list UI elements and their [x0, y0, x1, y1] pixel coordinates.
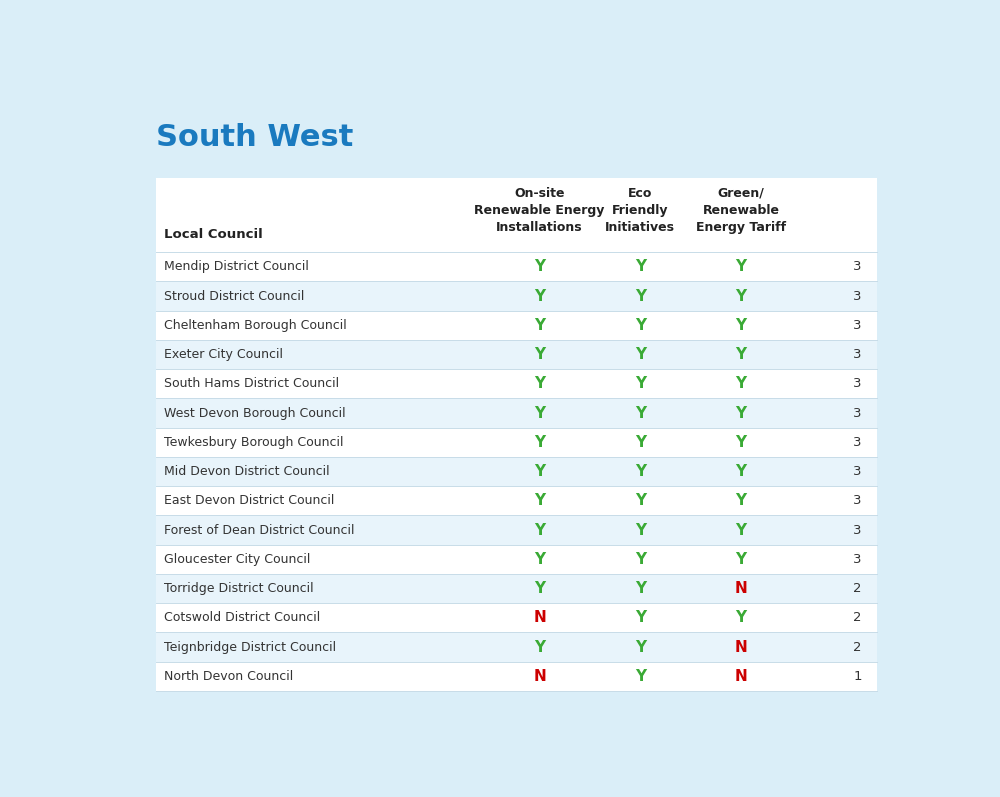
- Text: Y: Y: [736, 523, 747, 537]
- Text: 3: 3: [853, 289, 862, 303]
- Text: Y: Y: [736, 347, 747, 362]
- Text: 3: 3: [853, 348, 862, 361]
- Text: Gloucester City Council: Gloucester City Council: [164, 553, 310, 566]
- Text: Cotswold District Council: Cotswold District Council: [164, 611, 320, 624]
- Bar: [156, 516, 877, 544]
- Text: Teignbridge District Council: Teignbridge District Council: [164, 641, 336, 654]
- Text: 3: 3: [853, 406, 862, 419]
- Text: Y: Y: [635, 289, 646, 304]
- Text: On-site
Renewable Energy
Installations: On-site Renewable Energy Installations: [474, 187, 605, 234]
- Text: Mid Devon District Council: Mid Devon District Council: [164, 465, 329, 478]
- Text: Y: Y: [736, 493, 747, 508]
- Bar: [156, 369, 877, 398]
- Text: Y: Y: [635, 639, 646, 654]
- Text: West Devon Borough Council: West Devon Borough Council: [164, 406, 345, 419]
- Text: Y: Y: [635, 318, 646, 333]
- Text: Y: Y: [635, 376, 646, 391]
- Text: Torridge District Council: Torridge District Council: [164, 582, 313, 595]
- Text: Y: Y: [534, 552, 545, 567]
- Text: Y: Y: [736, 318, 747, 333]
- Text: 3: 3: [853, 377, 862, 391]
- Text: Y: Y: [635, 406, 646, 421]
- Text: Local Council: Local Council: [164, 228, 262, 241]
- Bar: [156, 603, 877, 632]
- Text: 3: 3: [853, 465, 862, 478]
- Bar: [156, 398, 877, 428]
- Bar: [156, 662, 877, 691]
- Text: 3: 3: [853, 524, 862, 536]
- Text: Y: Y: [736, 289, 747, 304]
- Text: Y: Y: [635, 611, 646, 626]
- Text: Stroud District Council: Stroud District Council: [164, 289, 304, 303]
- Bar: [156, 544, 877, 574]
- Text: 1: 1: [853, 669, 862, 683]
- Text: N: N: [735, 581, 748, 596]
- Text: Y: Y: [534, 639, 545, 654]
- Text: N: N: [735, 639, 748, 654]
- Text: South West: South West: [156, 124, 353, 152]
- Text: 3: 3: [853, 494, 862, 507]
- Text: Forest of Dean District Council: Forest of Dean District Council: [164, 524, 354, 536]
- Bar: [156, 632, 877, 662]
- Text: Tewkesbury Borough Council: Tewkesbury Borough Council: [164, 436, 343, 449]
- Text: Y: Y: [635, 493, 646, 508]
- Text: 2: 2: [853, 611, 862, 624]
- Text: South Hams District Council: South Hams District Council: [164, 377, 339, 391]
- Text: Green/
Renewable
Energy Tariff: Green/ Renewable Energy Tariff: [696, 187, 786, 234]
- Text: Y: Y: [534, 289, 545, 304]
- Text: 3: 3: [853, 553, 862, 566]
- Bar: [156, 179, 877, 691]
- Text: North Devon Council: North Devon Council: [164, 669, 293, 683]
- Text: Y: Y: [534, 318, 545, 333]
- Bar: [156, 252, 877, 281]
- Text: Y: Y: [534, 259, 545, 274]
- Text: N: N: [735, 669, 748, 684]
- Text: 3: 3: [853, 319, 862, 332]
- Text: Y: Y: [635, 347, 646, 362]
- Text: Y: Y: [635, 552, 646, 567]
- Text: Cheltenham Borough Council: Cheltenham Borough Council: [164, 319, 347, 332]
- Text: Y: Y: [534, 464, 545, 479]
- Text: Y: Y: [534, 581, 545, 596]
- Text: East Devon District Council: East Devon District Council: [164, 494, 334, 507]
- Text: Y: Y: [635, 259, 646, 274]
- Text: Y: Y: [534, 493, 545, 508]
- Text: N: N: [533, 669, 546, 684]
- Text: Y: Y: [635, 523, 646, 537]
- Text: Y: Y: [736, 435, 747, 450]
- Text: Y: Y: [635, 435, 646, 450]
- Text: Y: Y: [736, 464, 747, 479]
- Text: Eco
Friendly
Initiatives: Eco Friendly Initiatives: [605, 187, 675, 234]
- Text: Mendip District Council: Mendip District Council: [164, 261, 309, 273]
- Text: Y: Y: [635, 581, 646, 596]
- Text: Y: Y: [736, 406, 747, 421]
- Text: Y: Y: [736, 376, 747, 391]
- Text: 2: 2: [853, 641, 862, 654]
- Text: Y: Y: [736, 611, 747, 626]
- Text: Y: Y: [534, 523, 545, 537]
- Text: 3: 3: [853, 436, 862, 449]
- Text: Y: Y: [736, 259, 747, 274]
- Text: Y: Y: [534, 376, 545, 391]
- Bar: [156, 311, 877, 340]
- Text: Y: Y: [635, 669, 646, 684]
- Bar: [156, 486, 877, 516]
- Bar: [156, 428, 877, 457]
- Text: N: N: [533, 611, 546, 626]
- Text: 2: 2: [853, 582, 862, 595]
- Text: Y: Y: [736, 552, 747, 567]
- Bar: [156, 574, 877, 603]
- Bar: [156, 281, 877, 311]
- Text: Y: Y: [635, 464, 646, 479]
- Bar: [156, 340, 877, 369]
- Text: Exeter City Council: Exeter City Council: [164, 348, 283, 361]
- Text: Y: Y: [534, 347, 545, 362]
- Text: 3: 3: [853, 261, 862, 273]
- Text: Y: Y: [534, 406, 545, 421]
- Bar: [156, 457, 877, 486]
- Text: Y: Y: [534, 435, 545, 450]
